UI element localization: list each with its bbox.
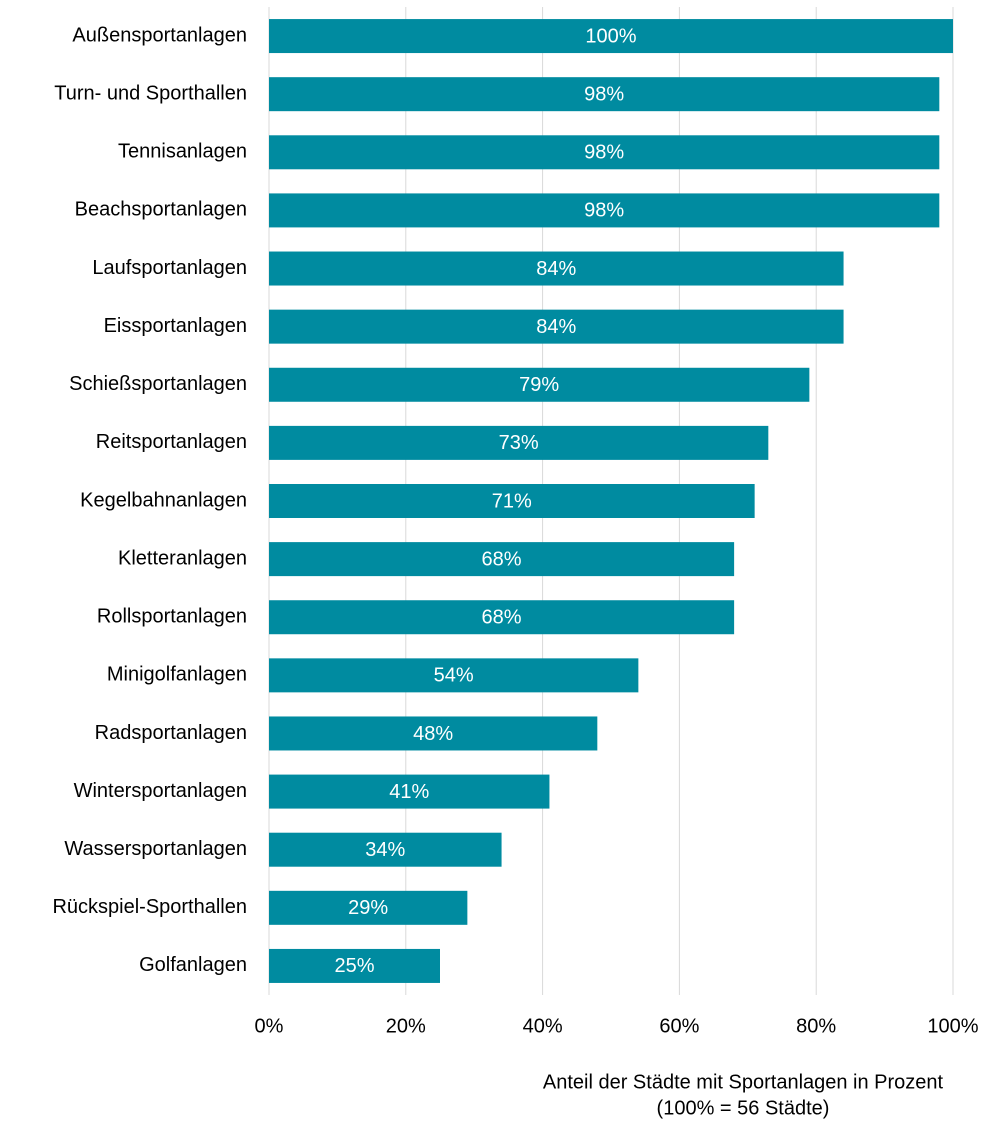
bar	[269, 658, 639, 693]
bar	[269, 948, 440, 983]
bar	[269, 542, 735, 577]
x-axis-label: Anteil der Städte mit Sportanlagen in Pr…	[543, 1071, 944, 1093]
value-label: 29%	[348, 897, 388, 919]
y-tick-label: Eissportanlagen	[104, 315, 247, 337]
value-label: 79%	[519, 374, 559, 396]
x-tick-label: 20%	[386, 1015, 426, 1037]
y-tick-label: Rückspiel-Sporthallen	[52, 896, 247, 918]
bar	[269, 600, 735, 635]
bar	[269, 832, 502, 867]
value-label: 68%	[482, 607, 522, 629]
x-axis-note: (100% = 56 Städte)	[657, 1097, 830, 1119]
y-tick-label: Außensportanlagen	[72, 24, 247, 46]
bar	[269, 309, 844, 344]
bar	[269, 19, 953, 54]
y-tick-label: Golfanlagen	[139, 954, 247, 976]
y-tick-label: Schießsportanlagen	[69, 373, 247, 395]
y-tick-label: Minigolfanlagen	[107, 664, 247, 686]
value-label: 73%	[499, 432, 539, 454]
value-label: 54%	[434, 665, 474, 687]
bar	[269, 251, 844, 286]
value-label: 98%	[584, 142, 624, 164]
y-tick-label: Wassersportanlagen	[64, 838, 247, 860]
bar	[269, 774, 550, 809]
value-label: 98%	[584, 200, 624, 222]
y-tick-label: Wintersportanlagen	[74, 780, 247, 802]
y-tick-label: Radsportanlagen	[95, 722, 247, 744]
bar	[269, 484, 755, 518]
value-label: 25%	[334, 955, 374, 977]
value-label: 34%	[365, 839, 405, 861]
value-label: 98%	[584, 83, 624, 105]
y-tick-label: Turn- und Sporthallen	[54, 82, 247, 104]
bar	[269, 193, 940, 228]
bar	[269, 425, 769, 460]
y-tick-label: Rollsportanlagen	[97, 606, 247, 628]
value-label: 84%	[536, 258, 576, 280]
y-tick-label: Kletteranlagen	[118, 547, 247, 569]
bar	[269, 716, 598, 751]
bar	[269, 890, 468, 925]
bar	[269, 77, 940, 112]
bar	[269, 367, 810, 402]
y-tick-label: Beachsportanlagen	[75, 199, 247, 221]
value-label: 100%	[585, 25, 636, 47]
value-label: 41%	[389, 781, 429, 803]
x-tick-label: 60%	[659, 1015, 699, 1037]
y-tick-label: Tennisanlagen	[118, 141, 247, 163]
y-tick-label: Kegelbahnanlagen	[80, 489, 247, 511]
bar	[269, 135, 940, 170]
x-tick-label: 0%	[255, 1015, 284, 1037]
value-label: 48%	[413, 723, 453, 745]
y-tick-label: Reitsportanlagen	[96, 431, 247, 453]
value-label: 71%	[492, 490, 532, 512]
x-tick-label: 40%	[523, 1015, 563, 1037]
value-label: 84%	[536, 316, 576, 338]
value-label: 68%	[482, 548, 522, 570]
x-tick-label: 80%	[796, 1015, 836, 1037]
y-tick-label: Laufsportanlagen	[92, 257, 247, 279]
x-tick-label: 100%	[927, 1015, 978, 1037]
